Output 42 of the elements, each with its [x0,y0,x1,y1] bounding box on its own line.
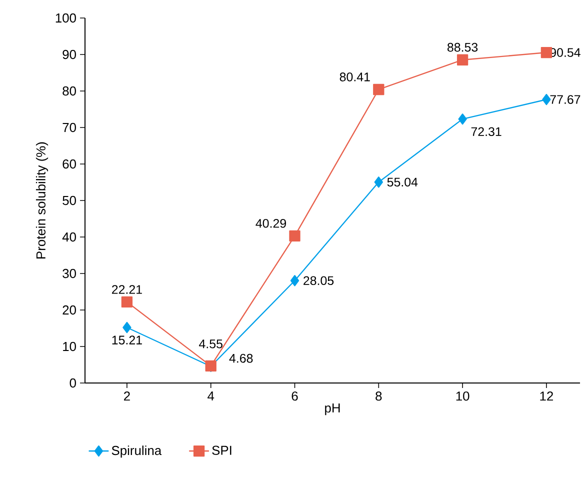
y-tick-label: 40 [62,232,76,242]
point [289,230,300,242]
point [458,113,467,125]
x-tick-label: 2 [124,391,130,401]
y-tick-label: 80 [62,86,76,96]
y-tick-label: 60 [62,159,76,169]
y-tick-label: 0 [70,378,76,388]
y-tick-label: 70 [62,122,76,132]
data-label: 28.05 [304,276,334,286]
x-tick-label: 12 [540,391,553,401]
data-label: 88.53 [448,42,478,52]
y-tick-label: 10 [63,342,76,352]
data-label: 22.21 [112,285,142,294]
data-label: 4.55 [199,340,222,348]
data-label: 15.21 [112,336,142,344]
x-axis-title: pH [325,404,340,416]
point [121,296,133,308]
y-tick-label: 30 [62,268,76,278]
y-tick-label: 100 [56,13,76,23]
point [540,46,552,58]
legend-label: SPI [212,446,232,455]
x-tick-label: 10 [456,391,470,401]
data-label: 80.41 [340,72,370,82]
point [290,275,300,286]
point [456,54,468,66]
legend-label: Spirulina [112,446,162,458]
x-tick-label: 8 [376,391,382,401]
point [373,84,384,96]
y-tick-label: 50 [62,196,76,206]
point [122,322,132,334]
data-label: 72.31 [471,127,502,136]
point [542,94,551,106]
y-axis-title: Protein solubility (%) [36,142,48,258]
y-tick-label: 20 [62,305,76,315]
data-label: 40.29 [256,218,286,228]
point [374,176,383,188]
x-tick-label: 6 [292,391,298,401]
data-label: 55.04 [387,178,418,187]
data-label: 77.67 [550,95,580,104]
x-tick-label: 4 [208,392,214,400]
y-tick-label: 90 [62,50,76,60]
data-label: 4.68 [229,354,253,363]
